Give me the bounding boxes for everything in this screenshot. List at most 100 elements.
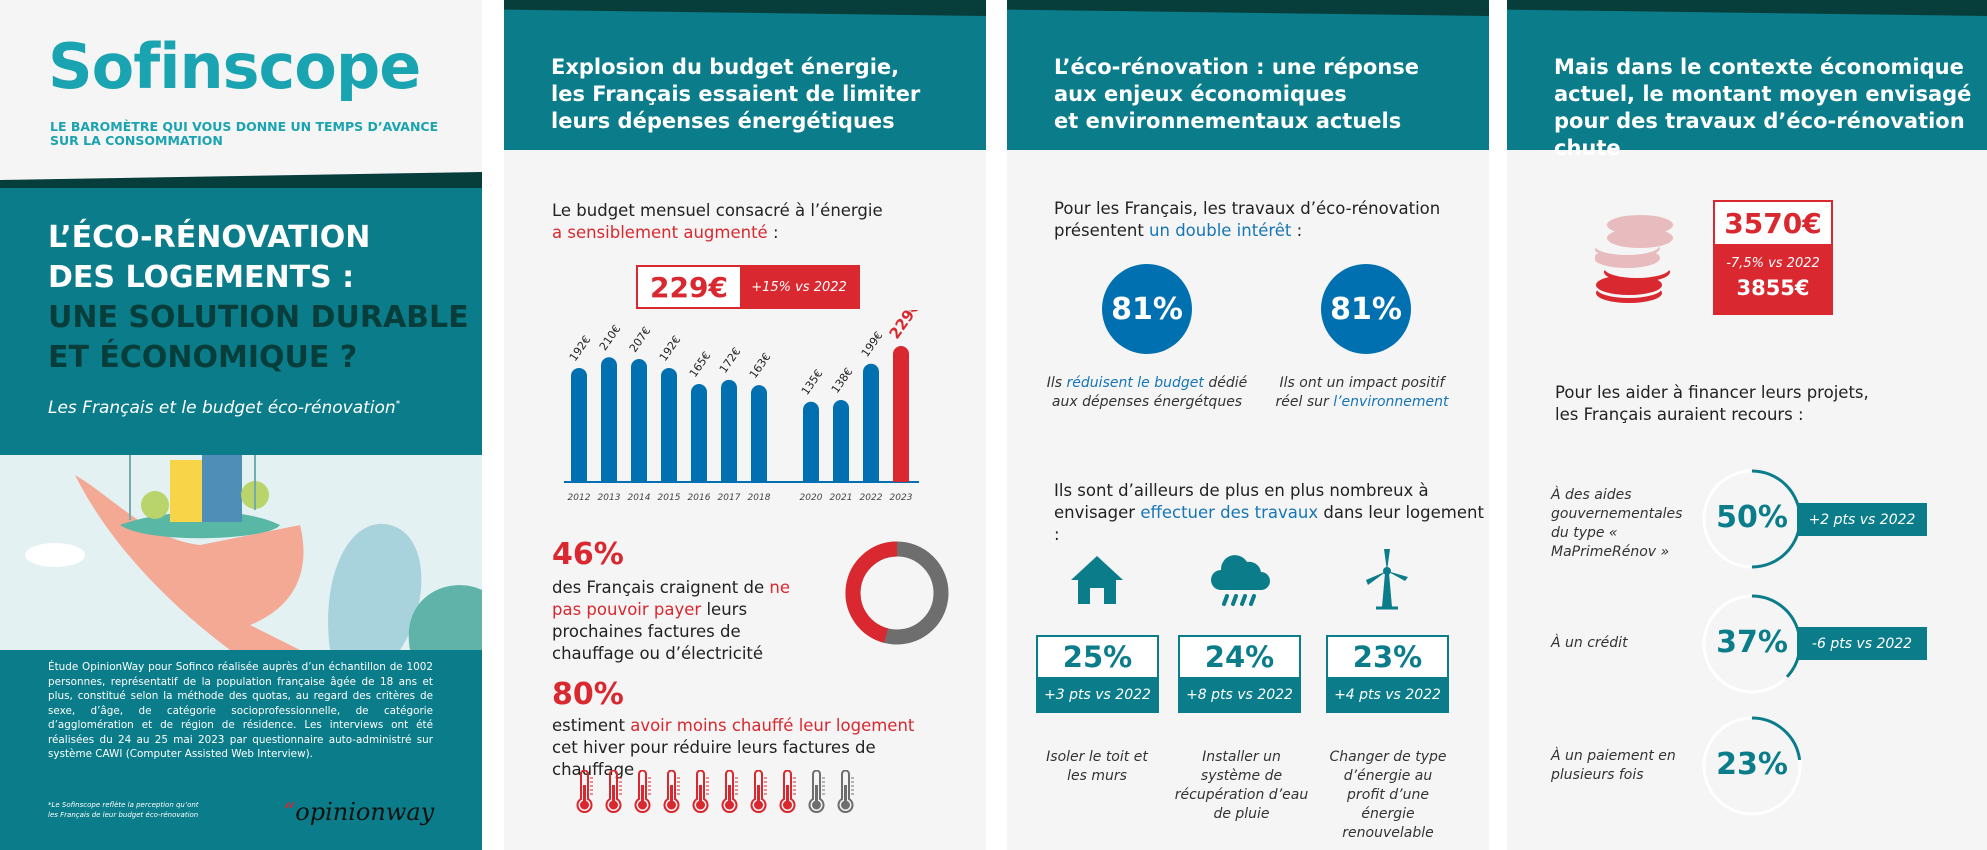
works-intro: Ils sont d’ailleurs de plus en plus nomb… <box>1054 481 1484 544</box>
budget-change: +15% vs 2022 <box>740 267 858 307</box>
title-line: DES LOGEMENTS : <box>48 260 355 295</box>
coins-icon <box>1595 215 1673 303</box>
bar-2018 <box>751 385 767 482</box>
funding-credit-value: 37% <box>1716 625 1788 660</box>
bar-value-label-2015: 192€ <box>657 333 684 363</box>
funding-aid-value: 50% <box>1716 500 1788 535</box>
cover-panel: Sofinscope LE BAROMÈTRE QUI VOUS DONNE U… <box>0 0 482 850</box>
amount-value: 3570€ <box>1715 202 1831 244</box>
year-label-2013: 2013 <box>598 493 621 503</box>
benefit-budget-circle: 81% <box>1102 264 1192 354</box>
thermometer-icon <box>663 770 680 813</box>
year-label-2021: 2021 <box>830 493 853 503</box>
bar-2013 <box>601 357 617 482</box>
work-energy-label: Changer de type d’énergie au profit d’un… <box>1329 749 1447 841</box>
funding-ring-arc <box>1751 716 1802 761</box>
eco-title: L’éco-rénovation : une réponse aux enjeux… <box>1054 55 1420 133</box>
study-panel: Étude OpinionWay pour Sofinco réalisée a… <box>0 650 482 850</box>
amount-previous: 3855€ <box>1736 276 1810 300</box>
funding-credit-label: À un crédit <box>1551 635 1628 651</box>
work-rainwater-stat: 24% +8 pts vs 2022 <box>1178 635 1301 713</box>
budget-callout: 229€ +15% vs 2022 <box>636 265 860 309</box>
intro-line: Le budget mensuel consacré à l’énergie <box>552 201 883 220</box>
thermometer-icon <box>721 770 738 813</box>
thermometer-icon <box>576 770 593 813</box>
stat-46-text: des Français craignent de ne pas pouvoir… <box>552 578 791 663</box>
opinionway-logo-text: opinionway <box>295 798 435 826</box>
thermometer-icon <box>808 770 825 813</box>
work-insulation-stat: 25% +3 pts vs 2022 <box>1036 635 1159 713</box>
intro-highlight: a sensiblement augmenté <box>552 223 768 242</box>
bar-value-label-2021: 138€ <box>829 365 856 395</box>
energy-title: Explosion du budget énergie, les Français… <box>551 55 921 133</box>
bar-value-label-2022: 199€ <box>859 329 886 359</box>
bar-2012 <box>571 367 587 482</box>
year-label-2018: 2018 <box>748 493 771 503</box>
bar-value-label-2017: 172€ <box>717 345 744 375</box>
funding-installments-value: 23% <box>1716 747 1788 782</box>
bar-value-label-2016: 165€ <box>687 349 714 379</box>
bar-2016 <box>691 383 707 482</box>
title-line: L’ÉCO-RÉNOVATION <box>48 220 371 255</box>
bar-value-label-2014: 207€ <box>627 324 654 354</box>
thermometer-icon <box>837 770 854 813</box>
year-label-2012: 2012 <box>568 493 591 503</box>
eco-panel: L’éco-rénovation : une réponse aux enjeux… <box>1007 0 1489 850</box>
rain-cloud-icon <box>1211 555 1270 606</box>
title-line: UNE SOLUTION DURABLE <box>48 300 469 335</box>
funding-installments-label: À un paiement en plusieurs fois <box>1551 748 1676 783</box>
funding-intro: Pour les aider à financer leurs projets,… <box>1555 383 1869 424</box>
subtitle: Les Français et le budget éco-rénovation… <box>48 398 400 418</box>
benefit-environment-caption: Ils ont un impact positif réel sur l’env… <box>1275 375 1449 410</box>
logo-tagline: LE BAROMÈTRE QUI VOUS DONNE UN TEMPS D’A… <box>50 120 438 148</box>
bar-2021 <box>833 400 849 482</box>
stat-80-value: 80% <box>552 677 624 712</box>
tagline-line: SUR LA CONSOMMATION <box>50 133 223 148</box>
title-line: ET ÉCONOMIQUE ? <box>48 340 358 375</box>
eco-house-hand-illustration <box>0 455 482 650</box>
year-label-2016: 2016 <box>688 493 711 503</box>
stat-80-text: estiment avoir moins chauffé leur logeme… <box>552 716 915 779</box>
budget-value: 229€ <box>638 267 740 307</box>
year-label-2022: 2022 <box>860 493 883 503</box>
energy-panel: Explosion du budget énergie, les Français… <box>504 0 986 850</box>
study-methodology: Étude OpinionWay pour Sofinco réalisée a… <box>48 661 433 760</box>
bar-2022 <box>863 363 879 482</box>
year-label-2023: 2023 <box>890 493 913 503</box>
eco-intro: Pour les Français, les travaux d’éco-rén… <box>1054 199 1441 240</box>
work-energy-stat: 23% +4 pts vs 2022 <box>1326 635 1449 713</box>
stat-46-donut-chart <box>845 541 949 645</box>
budget-panel: Mais dans le contexte économique actuel, … <box>1507 0 1987 850</box>
budget-title: Mais dans le contexte économique actuel, … <box>1554 55 1972 160</box>
thermometer-icon <box>634 770 651 813</box>
house-icon <box>1071 556 1123 604</box>
bar-2023 <box>893 345 909 482</box>
thermometer-icon <box>692 770 709 813</box>
bar-value-label-2020: 135€ <box>799 367 826 397</box>
intro-end: : <box>767 223 779 242</box>
energy-header: Explosion du budget énergie, les Français… <box>504 0 986 150</box>
year-label-2017: 2017 <box>718 493 741 503</box>
tagline-line: LE BAROMÈTRE QUI VOUS DONNE UN TEMPS D’A… <box>50 119 439 134</box>
energy-intro: Le budget mensuel consacré à l’énergie a… <box>552 200 883 244</box>
thermometer-row <box>576 770 855 814</box>
title-panel: L’ÉCO-RÉNOVATION DES LOGEMENTS : UNE SOL… <box>0 188 482 455</box>
footnote-line: les Français de leur budget éco-rénovati… <box>48 811 199 819</box>
energy-budget-bar-chart: 192€ 2012 210€ 2013 207€ 2014 192€ 2015 165€ 2016… <box>564 310 924 503</box>
benefit-budget-caption: Ils réduisent le budget dédié aux dépens… <box>1046 375 1248 410</box>
bar-value-label-2018: 163€ <box>747 351 774 381</box>
amount-change: -7,5% vs 2022 <box>1726 256 1820 271</box>
subtitle-mark: * <box>395 399 401 410</box>
funding-rings <box>1702 469 1802 816</box>
work-rainwater-label: Installer un système de récupération d’e… <box>1174 749 1309 822</box>
donut-share <box>845 541 898 643</box>
funding-aid-change: +2 pts vs 2022 <box>1797 503 1927 536</box>
budget-header: Mais dans le contexte économique actuel, … <box>1507 0 1987 160</box>
funding-ring-arc <box>1751 594 1802 678</box>
funding-credit-change: -6 pts vs 2022 <box>1797 627 1927 660</box>
funding-aid-label: À des aides gouvernementales du type « M… <box>1551 487 1683 560</box>
logo: Sofinscope <box>48 30 421 103</box>
thermometer-icon <box>750 770 767 813</box>
amount-callout: 3570€ -7,5% vs 2022 3855€ <box>1713 200 1833 315</box>
stat-46-value: 46% <box>552 537 624 572</box>
